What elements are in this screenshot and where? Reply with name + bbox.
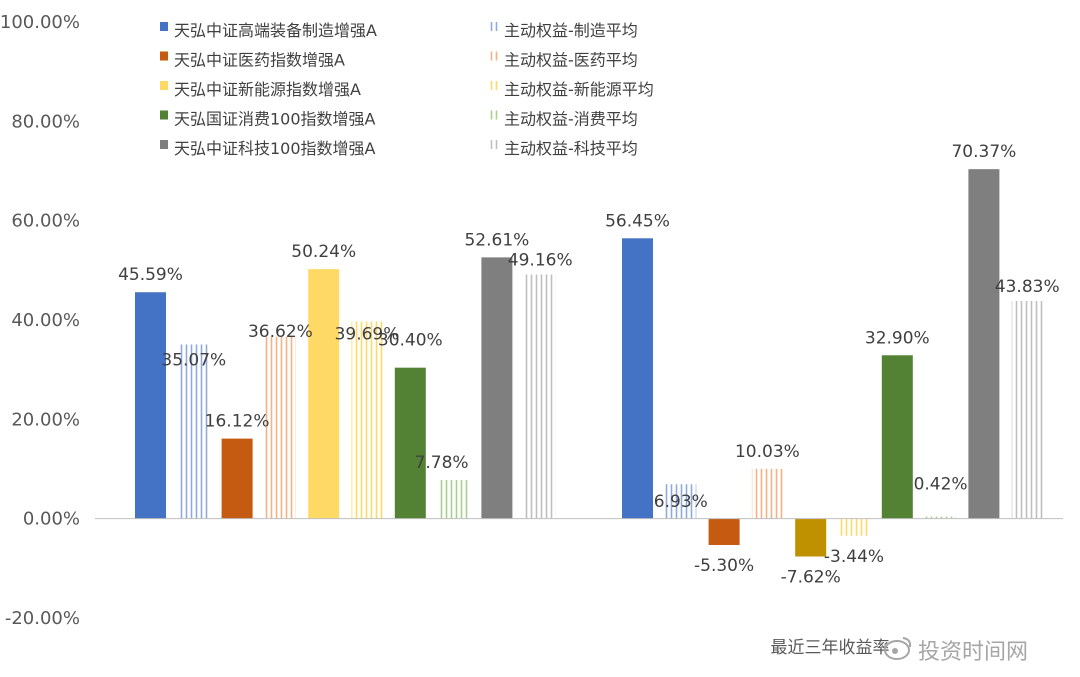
bars [135, 169, 1043, 557]
legend-label: 天弘中证新能源指数增强A [174, 80, 361, 99]
legend-label: 天弘中证医药指数增强A [174, 51, 345, 70]
data-label: 39.69% [335, 325, 400, 345]
data-label: 43.83% [995, 277, 1060, 297]
bar [438, 480, 470, 519]
legend-label: 主动权益-医药平均 [504, 51, 638, 70]
y-tick-label: 60.00% [11, 211, 80, 232]
legend-swatch [490, 110, 498, 120]
data-label: 30.40% [378, 331, 443, 351]
legend-swatch [490, 22, 498, 31]
bar [622, 238, 653, 519]
x-category-label: 最近三年收益率 [771, 638, 890, 658]
bar [178, 344, 210, 519]
data-label: 6.93% [654, 492, 708, 512]
bar [481, 257, 513, 519]
bar [264, 336, 296, 519]
bar [1011, 300, 1043, 519]
data-label: 16.12% [205, 412, 270, 432]
data-label: 32.90% [865, 328, 930, 348]
data-labels: 45.59% 56.45% 35.07% 6.93% 16.12% -5.30% 36.62… [118, 142, 1060, 587]
bar [394, 367, 426, 519]
y-tick-label: 40.00% [11, 310, 80, 331]
y-axis: 100.00% 80.00% 60.00% 40.00% 20.00% 0.00% -20.… [0, 12, 80, 629]
bar [351, 321, 383, 519]
data-label: 45.59% [118, 265, 183, 285]
bar [968, 169, 1000, 519]
y-tick-label: 20.00% [11, 409, 80, 430]
data-label: 52.61% [464, 230, 529, 250]
bar [221, 438, 253, 519]
data-label: 0.42% [914, 475, 968, 495]
bar [881, 355, 913, 519]
legend-swatch [490, 81, 498, 90]
legend-swatch [490, 140, 498, 149]
legend-swatch [160, 81, 168, 90]
data-label: 49.16% [508, 251, 573, 271]
legend-swatch [160, 22, 168, 31]
bar [665, 484, 697, 519]
y-tick-label: 80.00% [11, 111, 80, 132]
legend-label: 主动权益-制造平均 [504, 21, 638, 40]
y-tick-label: 0.00% [23, 509, 80, 530]
data-label: 36.62% [248, 322, 313, 342]
watermark-text: 投资时间网 [918, 640, 1028, 665]
data-label: -3.44% [824, 547, 884, 567]
bar [135, 292, 166, 519]
legend-label: 主动权益-新能源平均 [504, 80, 654, 99]
data-label: 50.24% [291, 242, 356, 262]
data-label: 70.37% [951, 142, 1016, 162]
data-label: -7.62% [781, 568, 841, 588]
x-axis: 最近三年收益率 [771, 638, 890, 658]
watermark: 投资时间网 [884, 637, 1028, 665]
legend-label: 天弘国证消费100指数增强A [174, 110, 376, 129]
bar [308, 269, 340, 519]
data-label: 7.78% [415, 453, 469, 473]
legend-label: 主动权益-科技平均 [504, 139, 638, 158]
bar [838, 518, 870, 536]
data-label: 35.07% [161, 350, 226, 370]
bar [524, 274, 556, 519]
bar [708, 518, 740, 545]
legend-swatch [160, 110, 168, 120]
data-label: 56.45% [605, 211, 670, 231]
legend-label: 天弘中证高端装备制造增强A [174, 21, 377, 40]
y-tick-label: -20.00% [5, 608, 80, 629]
legend-swatch [490, 51, 498, 61]
legend-label: 天弘中证科技100指数增强A [174, 139, 376, 158]
legend-label: 主动权益-消费平均 [504, 110, 638, 129]
bar [925, 516, 957, 519]
legend-swatch [160, 51, 168, 61]
y-tick-label: 100.00% [0, 12, 80, 33]
data-label: -5.30% [694, 556, 754, 576]
data-label: 10.03% [735, 442, 800, 462]
weibo-icon [884, 637, 912, 660]
legend-swatch [160, 140, 168, 149]
bar [795, 518, 827, 557]
bar [751, 468, 783, 519]
